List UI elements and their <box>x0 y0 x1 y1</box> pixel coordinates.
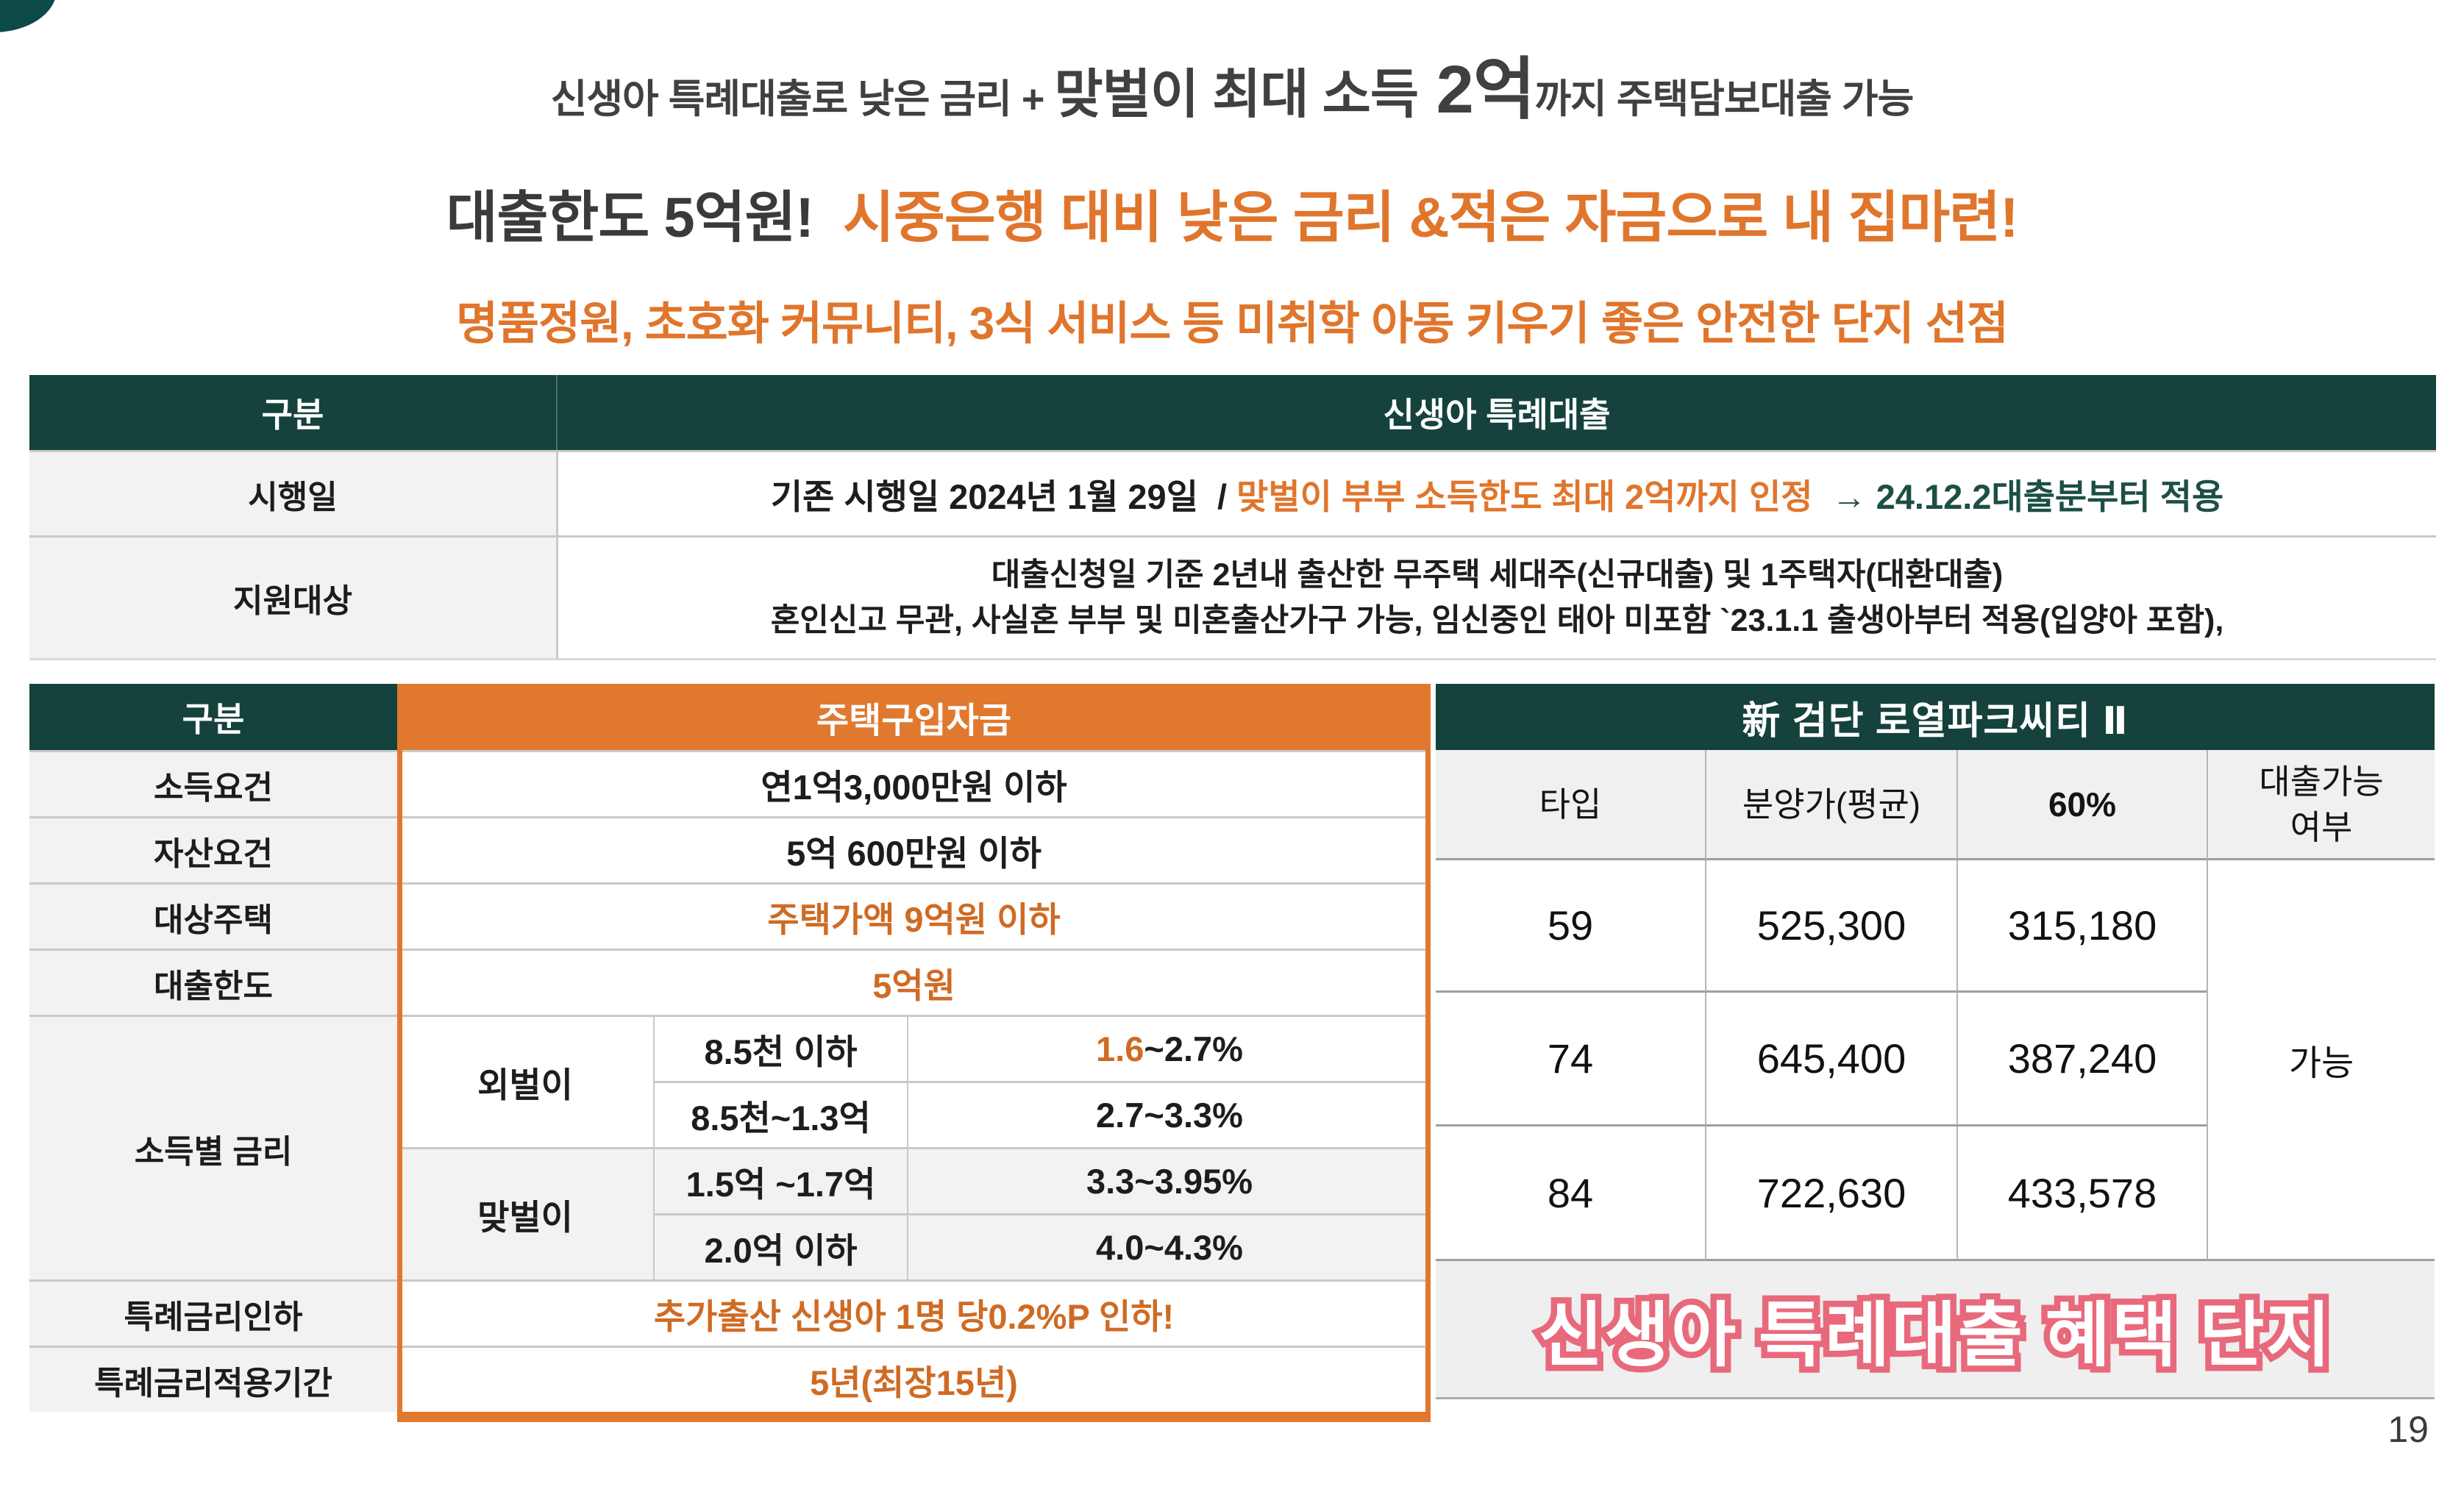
t3-row2-sixty: 387,240 <box>1956 993 2207 1126</box>
headline-line1-part3: 2억 <box>1418 52 1536 127</box>
t2-dual-income-label: 맞벌이 <box>397 1147 653 1279</box>
headline-line2: 대출한도 5억원! 시중은행 대비 낮은 금리 &적은 자금으로 내 집마련! <box>0 180 2464 257</box>
t1-target-value: 대출신청일 기준 2년내 출산한 무주택 세대주(신규대출) 및 1주택자(대환… <box>556 535 2436 658</box>
t1-launch-apply-date: → 24.12.2대출분부터 적용 <box>1812 477 2224 516</box>
t1-launch-label: 시행일 <box>29 450 556 535</box>
t2-header-category: 구분 <box>29 684 397 750</box>
t2-rate-row3-income: 1.5억 ~1.7억 <box>653 1147 907 1213</box>
t2-loan-limit-value: 5억원 <box>397 949 1431 1015</box>
t2-single-income-label: 외벌이 <box>397 1015 653 1147</box>
t3-loan-possible-value: 가능 <box>2207 860 2435 1261</box>
headline-line1-part2: 맞벌이 최대 소득 <box>1054 65 1419 124</box>
t2-rate-row2-rate: 2.7~3.3% <box>907 1081 1431 1147</box>
t2-special-period-label: 특례금리적용기간 <box>29 1346 397 1412</box>
headline: 신생아 특례대출로 낮은 금리 + 맞벌이 최대 소득 2억까지 주택담보대출 … <box>0 19 2464 385</box>
t1-target-label: 지원대상 <box>29 535 556 658</box>
t3-col-sixty: 60% <box>1956 750 2207 860</box>
t3-benefit-banner: 신생아 특례대출 혜택 단지 <box>1436 1261 2435 1397</box>
t3-row3-sixty: 433,578 <box>1956 1126 2207 1261</box>
t1-header-category: 구분 <box>29 375 556 450</box>
t1-target-line1: 대출신청일 기준 2년내 출산한 무주택 세대주(신규대출) 및 1주택자(대환… <box>991 557 2004 593</box>
t1-header-loan-name: 신생아 특례대출 <box>556 375 2436 450</box>
t2-asset-req-label: 자산요건 <box>29 816 397 882</box>
t1-target-line2: 혼인신고 무관, 사실혼 부부 및 미혼출산가구 가능, 임신중인 태아 미포함… <box>770 603 2224 638</box>
t2-rate-row1-rate: 1.6 ~2.7% <box>907 1015 1431 1081</box>
t3-col-type: 타입 <box>1436 750 1705 860</box>
headline-line3: 명품정원, 초호화 커뮤니티, 3식 서비스 등 미취학 아동 키우기 좋은 안… <box>456 299 2009 349</box>
t3-row2-type: 74 <box>1436 993 1705 1126</box>
loan-conditions-table: 구분 주택구입자금 소득요건 연1억3,000만원 이하 자산요건 5억 600… <box>29 684 1431 1422</box>
page-number: 19 <box>2388 1409 2429 1450</box>
t2-rate-row3-rate: 3.3~3.95% <box>907 1147 1431 1213</box>
t2-loan-limit-label: 대출한도 <box>29 949 397 1015</box>
t2-special-period-value: 5년(최장15년) <box>397 1346 1431 1412</box>
headline-line2-dark: 대출한도 5억원! <box>446 187 814 249</box>
t3-row2-price: 645,400 <box>1705 993 1956 1126</box>
loan-overview-table: 구분 신생아 특례대출 시행일 기존 시행일 2024년 1월 29일 / 맞벌… <box>29 375 2436 660</box>
headline-line1-part4: 까지 주택담보대출 가능 <box>1534 77 1914 121</box>
t2-rate-row1-rate-lead: 1.6 <box>1096 1029 1144 1068</box>
headline-line2-orange: 시중은행 대비 낮은 금리 &적은 자금으로 내 집마련! <box>813 187 2018 249</box>
t1-launch-dual-income: 맞벌이 부부 소득한도 최대 2억까지 인정 <box>1236 477 1813 516</box>
headline-line1-part1: 신생아 특례대출로 낮은 금리 + <box>550 77 1055 121</box>
t2-target-home-value: 주택가액 9억원 이하 <box>397 882 1431 949</box>
t1-launch-existing: 기존 시행일 2024년 1월 29일 / <box>770 477 1237 516</box>
t3-col-price: 분양가(평균) <box>1705 750 1956 860</box>
t1-launch-value: 기존 시행일 2024년 1월 29일 / 맞벌이 부부 소득한도 최대 2억까… <box>556 450 2436 535</box>
t2-asset-req-value: 5억 600만원 이하 <box>397 816 1431 882</box>
t2-header-purchase-fund: 주택구입자금 <box>397 684 1431 750</box>
t2-rate-row1-income: 8.5천 이하 <box>653 1015 907 1081</box>
t3-row3-price: 722,630 <box>1705 1126 1956 1261</box>
t2-target-home-label: 대상주택 <box>29 882 397 949</box>
t3-row3-type: 84 <box>1436 1126 1705 1261</box>
t3-col-loan-possible-line2: 여부 <box>2290 807 2353 846</box>
t2-rate-row2-income: 8.5천~1.3억 <box>653 1081 907 1147</box>
t2-rate-row1-rate-rest: ~2.7% <box>1144 1029 1243 1068</box>
t2-rate-row4-income: 2.0억 이하 <box>653 1213 907 1279</box>
t2-rate-section-label: 소득별 금리 <box>29 1015 397 1279</box>
t3-row1-sixty: 315,180 <box>1956 860 2207 993</box>
t2-rate-row4-rate: 4.0~4.3% <box>907 1213 1431 1279</box>
t3-row1-price: 525,300 <box>1705 860 1956 993</box>
t2-income-req-value: 연1억3,000만원 이하 <box>397 750 1431 816</box>
t2-income-req-label: 소득요건 <box>29 750 397 816</box>
t2-special-cut-label: 특례금리인하 <box>29 1279 397 1346</box>
t3-col-loan-possible-line1: 대출가능 <box>2259 762 2384 801</box>
t3-row1-type: 59 <box>1436 860 1705 993</box>
t2-special-cut-value: 추가출산 신생아 1명 당0.2%P 인하! <box>397 1279 1431 1346</box>
t3-benefit-banner-text: 신생아 특례대출 혜택 단지 <box>1532 1290 2337 1382</box>
t3-title: 新 검단 로열파크씨티 Ⅱ <box>1436 684 2435 750</box>
headline-line1: 신생아 특례대출로 낮은 금리 + 맞벌이 최대 소득 2억까지 주택담보대출 … <box>0 46 2464 143</box>
